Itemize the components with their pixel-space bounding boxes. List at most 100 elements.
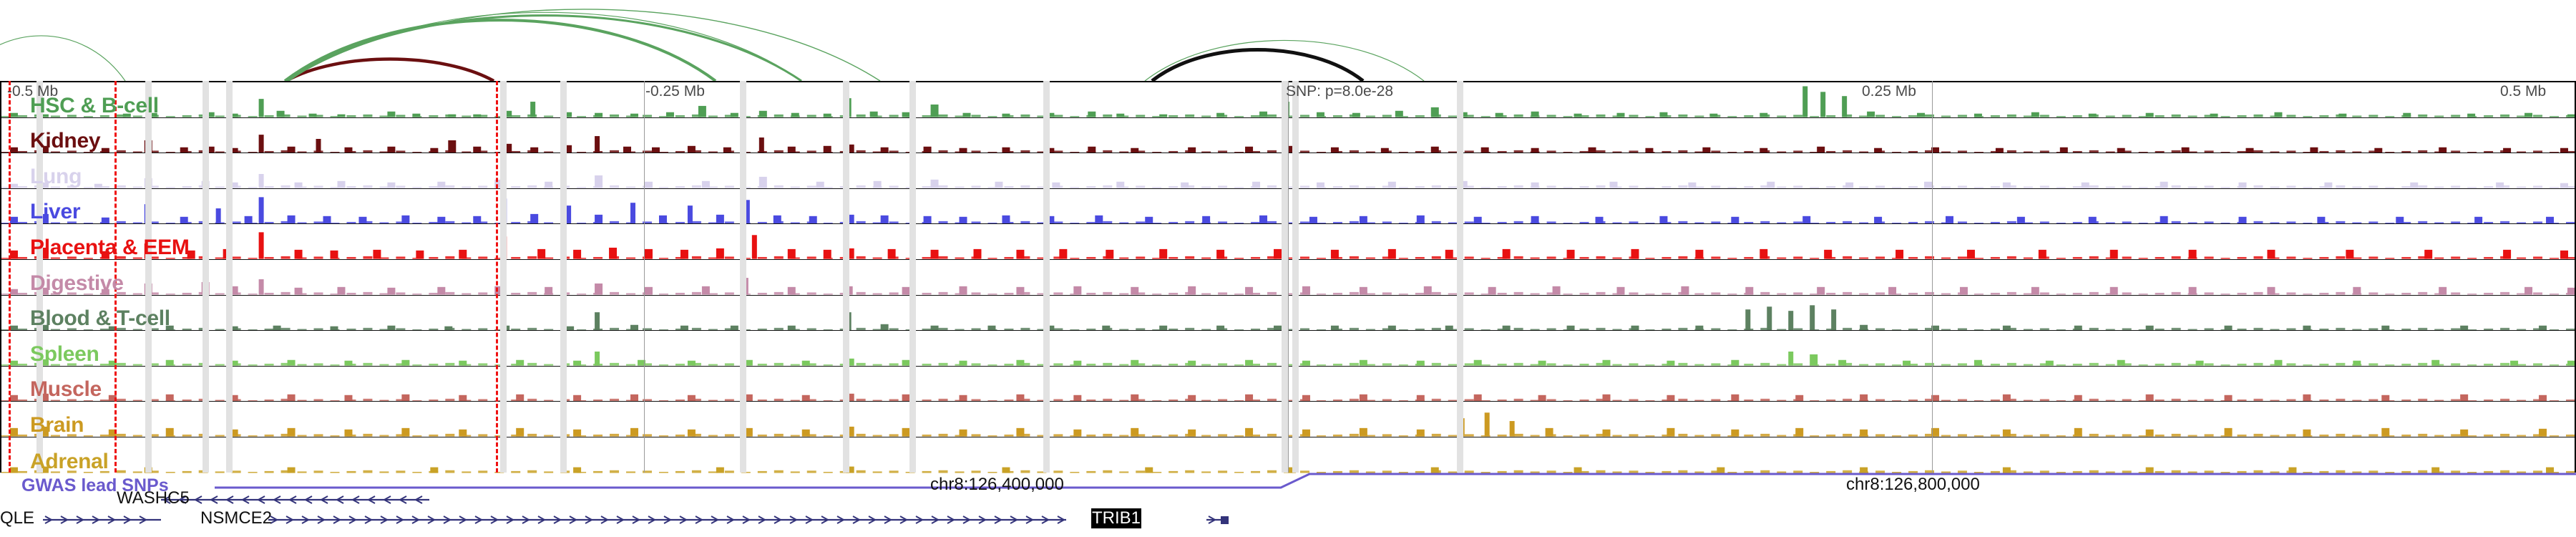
track-signal-canvas xyxy=(1,153,2575,188)
strand-arrow xyxy=(396,516,405,524)
strand-arrow xyxy=(225,495,234,504)
strand-arrow xyxy=(994,516,1003,524)
coordinate-label-right: chr8:126,800,000 xyxy=(1846,475,1980,494)
signal-track-stack: HSC & B-cell -0.5 Mb -0.25 Mb 0.25 Mb 0.5 Mb… xyxy=(0,81,2576,473)
strand-arrow xyxy=(364,516,374,524)
axis-tick-label: 0.5 Mb xyxy=(2500,83,2547,100)
signal-track-blood-t-cell[interactable]: Blood & T-cell xyxy=(1,295,2575,332)
strand-arrow xyxy=(60,516,69,524)
strand-arrow xyxy=(836,516,846,524)
interaction-arc xyxy=(287,9,881,82)
strand-arrow xyxy=(209,495,218,504)
strand-arrow xyxy=(522,516,531,524)
interaction-arc xyxy=(1151,48,1365,82)
signal-track-digestive[interactable]: Digestive xyxy=(1,259,2575,296)
strand-arrow xyxy=(506,516,515,524)
track-signal-canvas xyxy=(1,331,2575,366)
strand-arrow xyxy=(852,516,862,524)
strand-arrow xyxy=(288,495,297,504)
strand-arrow xyxy=(726,516,736,524)
signal-track-adrenal[interactable]: Adrenal xyxy=(1,437,2575,473)
interaction-arc xyxy=(1144,39,1425,82)
strand-arrow xyxy=(303,495,313,504)
strand-arrow xyxy=(366,495,376,504)
strand-arrow xyxy=(193,495,203,504)
track-signal-canvas xyxy=(1,118,2575,153)
track-signal-canvas xyxy=(1,260,2575,295)
track-signal-canvas xyxy=(1,402,2575,437)
strand-arrow xyxy=(107,516,117,524)
strand-arrow xyxy=(474,516,484,524)
strand-arrow xyxy=(286,516,295,524)
strand-arrow xyxy=(256,495,265,504)
strand-arrow xyxy=(414,495,423,504)
track-signal-canvas xyxy=(1,82,2575,117)
strand-arrow xyxy=(76,516,85,524)
strand-arrow xyxy=(742,516,751,524)
interaction-arc xyxy=(286,14,802,82)
strand-arrow xyxy=(240,495,250,504)
axis-tick-label: -0.25 Mb xyxy=(645,83,705,100)
gene-exon-block xyxy=(1221,516,1229,524)
strand-arrow xyxy=(585,516,594,524)
strand-arrow xyxy=(348,516,358,524)
strand-arrow xyxy=(648,516,657,524)
strand-arrow xyxy=(711,516,720,524)
signal-track-kidney[interactable]: Kidney xyxy=(1,117,2575,154)
track-signal-canvas xyxy=(1,367,2575,402)
signal-track-spleen[interactable]: Spleen xyxy=(1,331,2575,367)
strand-arrow xyxy=(553,516,562,524)
strand-arrow xyxy=(319,495,328,504)
strand-arrow xyxy=(931,516,940,524)
strand-arrow xyxy=(537,516,547,524)
strand-arrow xyxy=(663,516,673,524)
track-signal-canvas xyxy=(1,437,2575,473)
strand-arrow xyxy=(411,516,421,524)
strand-arrow xyxy=(805,516,814,524)
strand-arrow xyxy=(139,516,148,524)
snp-pvalue-annotation: SNP: p=8.0e-28 xyxy=(1286,83,1394,100)
strand-arrow xyxy=(92,516,101,524)
signal-track-hsc-b-cell[interactable]: HSC & B-cell -0.5 Mb -0.25 Mb 0.25 Mb 0.5 Mb… xyxy=(1,82,2575,118)
track-signal-canvas xyxy=(1,296,2575,331)
interaction-arc xyxy=(288,11,802,82)
axis-tick-label: -0.5 Mb xyxy=(7,83,59,100)
strand-arrow xyxy=(272,495,281,504)
strand-arrow xyxy=(351,495,360,504)
strand-arrow xyxy=(679,516,688,524)
strand-arrow xyxy=(632,516,641,524)
strand-arrow xyxy=(459,516,468,524)
strand-arrow xyxy=(333,516,342,524)
gene-label[interactable]: QLE xyxy=(0,508,35,528)
gene-label[interactable]: TRIB1 xyxy=(1091,508,1142,528)
strand-arrow xyxy=(899,516,909,524)
strand-arrow xyxy=(1025,516,1035,524)
strand-arrow xyxy=(774,516,783,524)
strand-arrow xyxy=(317,516,326,524)
strand-arrow xyxy=(398,495,407,504)
gwas-lead-snps-line xyxy=(215,473,2576,489)
signal-track-lung[interactable]: Lung xyxy=(1,153,2575,189)
interaction-arc xyxy=(0,35,126,82)
signal-track-placenta-eem[interactable]: Placenta & EEM xyxy=(1,224,2575,260)
signal-track-brain[interactable]: Brain xyxy=(1,402,2575,437)
gene-model-canvas xyxy=(43,473,2576,524)
strand-arrow xyxy=(789,516,799,524)
axis-tick-label: 0.25 Mb xyxy=(1862,83,1916,100)
gene-label[interactable]: NSMCE2 xyxy=(200,508,273,528)
strand-arrow xyxy=(382,495,391,504)
strand-arrow xyxy=(1010,516,1019,524)
signal-track-liver[interactable]: Liver xyxy=(1,188,2575,225)
interaction-arc xyxy=(283,19,717,82)
strand-arrow xyxy=(868,516,877,524)
signal-track-muscle[interactable]: Muscle xyxy=(1,366,2575,402)
strand-arrow xyxy=(301,516,311,524)
interaction-arc xyxy=(285,57,495,82)
gene-label[interactable]: WASHC5 xyxy=(117,488,190,508)
strand-arrow xyxy=(1041,516,1050,524)
strand-arrow xyxy=(616,516,625,524)
chromatin-interaction-arcs-panel xyxy=(0,0,2576,82)
strand-arrow xyxy=(758,516,767,524)
strand-arrow xyxy=(569,516,578,524)
strand-arrow xyxy=(915,516,924,524)
